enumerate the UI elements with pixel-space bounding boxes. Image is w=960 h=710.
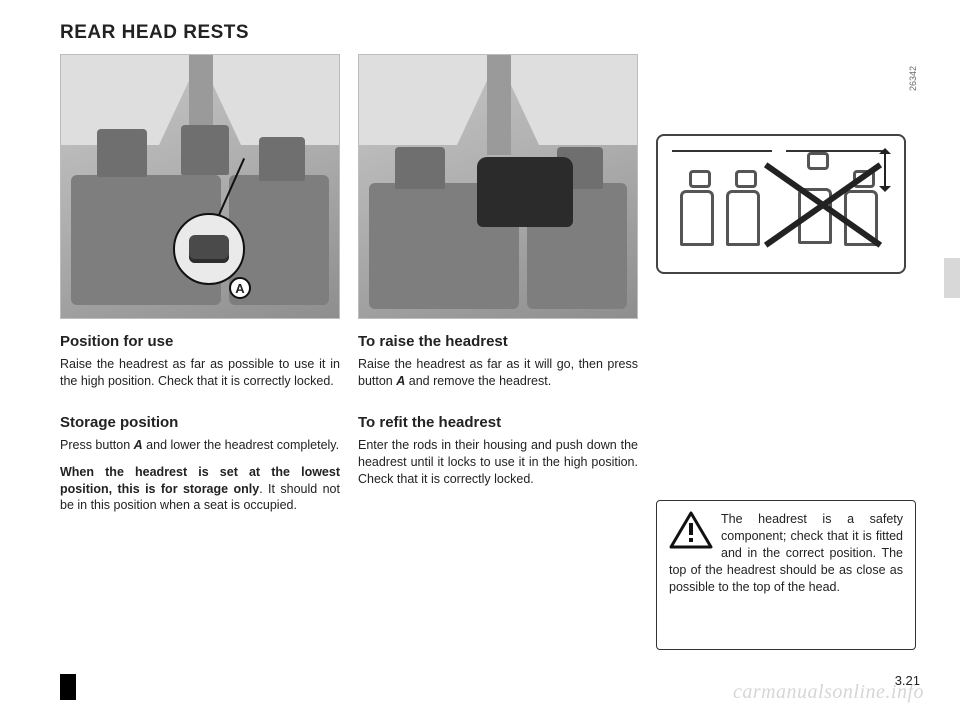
callout-circle [173, 213, 245, 285]
column-3: 26342 [656, 54, 916, 524]
arrow-icon [884, 150, 886, 190]
marker-ref: A [134, 438, 143, 452]
button-illustration [189, 235, 229, 263]
photo-left: 35654 A [60, 54, 340, 319]
footer-bar [60, 674, 76, 700]
roof-line [672, 150, 772, 152]
content-columns: 35654 A Position for use Raise the headr… [60, 54, 926, 524]
headrest-decor [181, 125, 229, 175]
page: REAR HEAD RESTS 35654 A [0, 0, 960, 710]
seat-illustration [680, 170, 720, 260]
para-position-for-use: Raise the headrest as far as possible to… [60, 356, 340, 390]
text: and remove the headrest. [405, 374, 551, 388]
watermark: carmanualsonline.info [733, 681, 924, 704]
para-refit: Enter the rods in their housing and push… [358, 437, 638, 488]
page-title: REAR HEAD RESTS [60, 22, 926, 44]
heading-refit: To refit the headrest [358, 414, 638, 431]
photo-id-right: 26342 [908, 66, 918, 91]
heading-position-for-use: Position for use [60, 333, 340, 350]
diagram-headrest-position: 26342 [656, 134, 906, 274]
heading-storage-position: Storage position [60, 414, 340, 431]
heading-raise: To raise the headrest [358, 333, 638, 350]
marker-a: A [229, 277, 251, 299]
side-tab [944, 258, 960, 298]
column-2: 35655 To raise the headrest Raise the he… [358, 54, 638, 524]
headrest-decor [259, 137, 305, 181]
pillar-decor [487, 55, 511, 155]
para-storage-1: Press button A and lower the headrest co… [60, 437, 340, 454]
seat-illustration [726, 170, 766, 260]
window-decor [359, 55, 499, 145]
warning-icon [669, 511, 713, 549]
marker-ref: A [396, 374, 405, 388]
text: Press button [60, 438, 134, 452]
column-1: 35654 A Position for use Raise the headr… [60, 54, 340, 524]
window-decor [497, 55, 637, 145]
para-raise: Raise the headrest as far as it will go,… [358, 356, 638, 390]
roof-line [786, 150, 886, 152]
photo-middle: 35655 [358, 54, 638, 319]
para-storage-2: When the headrest is set at the lowest p… [60, 464, 340, 515]
text: and lower the headrest completely. [143, 438, 339, 452]
lowered-headrest [477, 157, 573, 227]
headrest-decor [395, 147, 445, 189]
headrest-decor [97, 129, 147, 177]
warning-box: The headrest is a safety component; chec… [656, 500, 916, 650]
